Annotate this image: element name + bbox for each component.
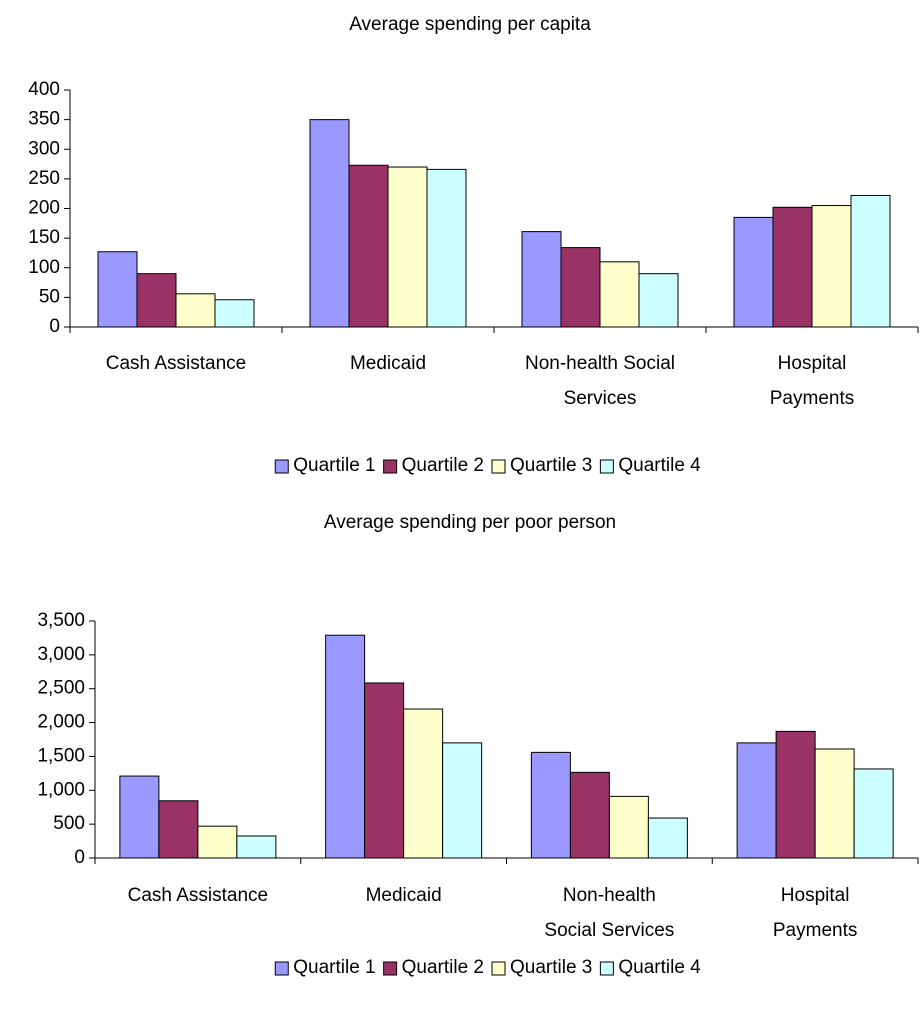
legend-label: Quartile 4 xyxy=(618,957,701,978)
legend-swatch xyxy=(274,459,289,474)
legend-label: Quartile 2 xyxy=(402,957,484,978)
chart-title: Average spending per capita xyxy=(349,14,591,35)
bar xyxy=(853,768,894,859)
y-tick-label: 2,500 xyxy=(37,678,85,699)
bar xyxy=(348,164,389,328)
bar xyxy=(309,119,350,328)
bar xyxy=(814,748,855,859)
bar xyxy=(521,231,562,328)
bar xyxy=(403,708,444,859)
bar xyxy=(569,771,610,859)
y-tick-label: 50 xyxy=(39,286,60,307)
legend-swatch xyxy=(274,961,289,976)
bar xyxy=(772,206,813,328)
y-tick-label: 100 xyxy=(28,257,60,278)
chart-title: Average spending per poor person xyxy=(324,512,616,533)
bar xyxy=(325,634,366,859)
legend-swatch xyxy=(383,961,398,976)
legend-swatch xyxy=(491,961,506,976)
y-tick-label: 400 xyxy=(28,79,60,100)
bar xyxy=(736,742,777,859)
bar xyxy=(638,273,679,328)
legend-swatch xyxy=(491,459,506,474)
bar xyxy=(560,247,601,328)
legend-swatch xyxy=(599,961,614,976)
x-tick-label: Cash Assistance xyxy=(128,885,268,906)
bar xyxy=(387,166,428,328)
bar xyxy=(136,273,177,328)
legend-label: Quartile 4 xyxy=(618,455,701,476)
bar xyxy=(442,742,483,859)
y-tick-label: 3,000 xyxy=(37,644,85,665)
bar xyxy=(214,299,255,328)
y-tick-label: 1,000 xyxy=(37,779,85,800)
x-tick-label: Non-health Social Services xyxy=(525,353,675,409)
bar xyxy=(119,775,160,859)
legend: Quartile 1 Quartile 2 Quartile 3 Quartile 4 xyxy=(274,455,701,476)
bar xyxy=(599,261,640,328)
bar xyxy=(733,216,774,328)
x-tick-label: Hospital Payments xyxy=(773,885,857,941)
legend-label: Quartile 2 xyxy=(402,455,484,476)
y-tick-label: 0 xyxy=(49,316,60,337)
x-tick-label: Medicaid xyxy=(350,353,426,374)
bar xyxy=(236,835,277,859)
legend-label: Quartile 3 xyxy=(510,455,592,476)
bar xyxy=(608,795,649,859)
x-tick-label: Cash Assistance xyxy=(106,353,246,374)
y-tick-label: 0 xyxy=(74,847,85,868)
legend: Quartile 1 Quartile 2 Quartile 3 Quartile 4 xyxy=(274,957,701,978)
legend-swatch xyxy=(599,459,614,474)
bar xyxy=(811,205,852,328)
bar xyxy=(775,730,816,859)
legend-swatch xyxy=(383,459,398,474)
legend-label: Quartile 3 xyxy=(510,957,592,978)
x-tick-label: Hospital Payments xyxy=(770,353,854,409)
y-tick-label: 3,500 xyxy=(37,610,85,631)
x-tick-label: Medicaid xyxy=(366,885,442,906)
y-tick-label: 150 xyxy=(28,227,60,248)
bar xyxy=(175,293,216,328)
y-tick-label: 500 xyxy=(53,813,85,834)
bar xyxy=(364,682,405,859)
legend-label: Quartile 1 xyxy=(293,957,375,978)
legend-label: Quartile 1 xyxy=(293,455,375,476)
y-tick-label: 350 xyxy=(28,109,60,130)
y-tick-label: 2,000 xyxy=(37,712,85,733)
x-tick-label: Non-health Social Services xyxy=(544,885,674,941)
y-tick-label: 200 xyxy=(28,198,60,219)
y-tick-label: 300 xyxy=(28,138,60,159)
bar xyxy=(197,825,238,859)
bar xyxy=(647,817,688,859)
bar xyxy=(97,251,138,328)
y-tick-label: 250 xyxy=(28,168,60,189)
bar xyxy=(158,800,199,859)
bar xyxy=(850,194,891,328)
bar xyxy=(530,751,571,859)
bar xyxy=(426,168,467,328)
y-tick-label: 1,500 xyxy=(37,745,85,766)
